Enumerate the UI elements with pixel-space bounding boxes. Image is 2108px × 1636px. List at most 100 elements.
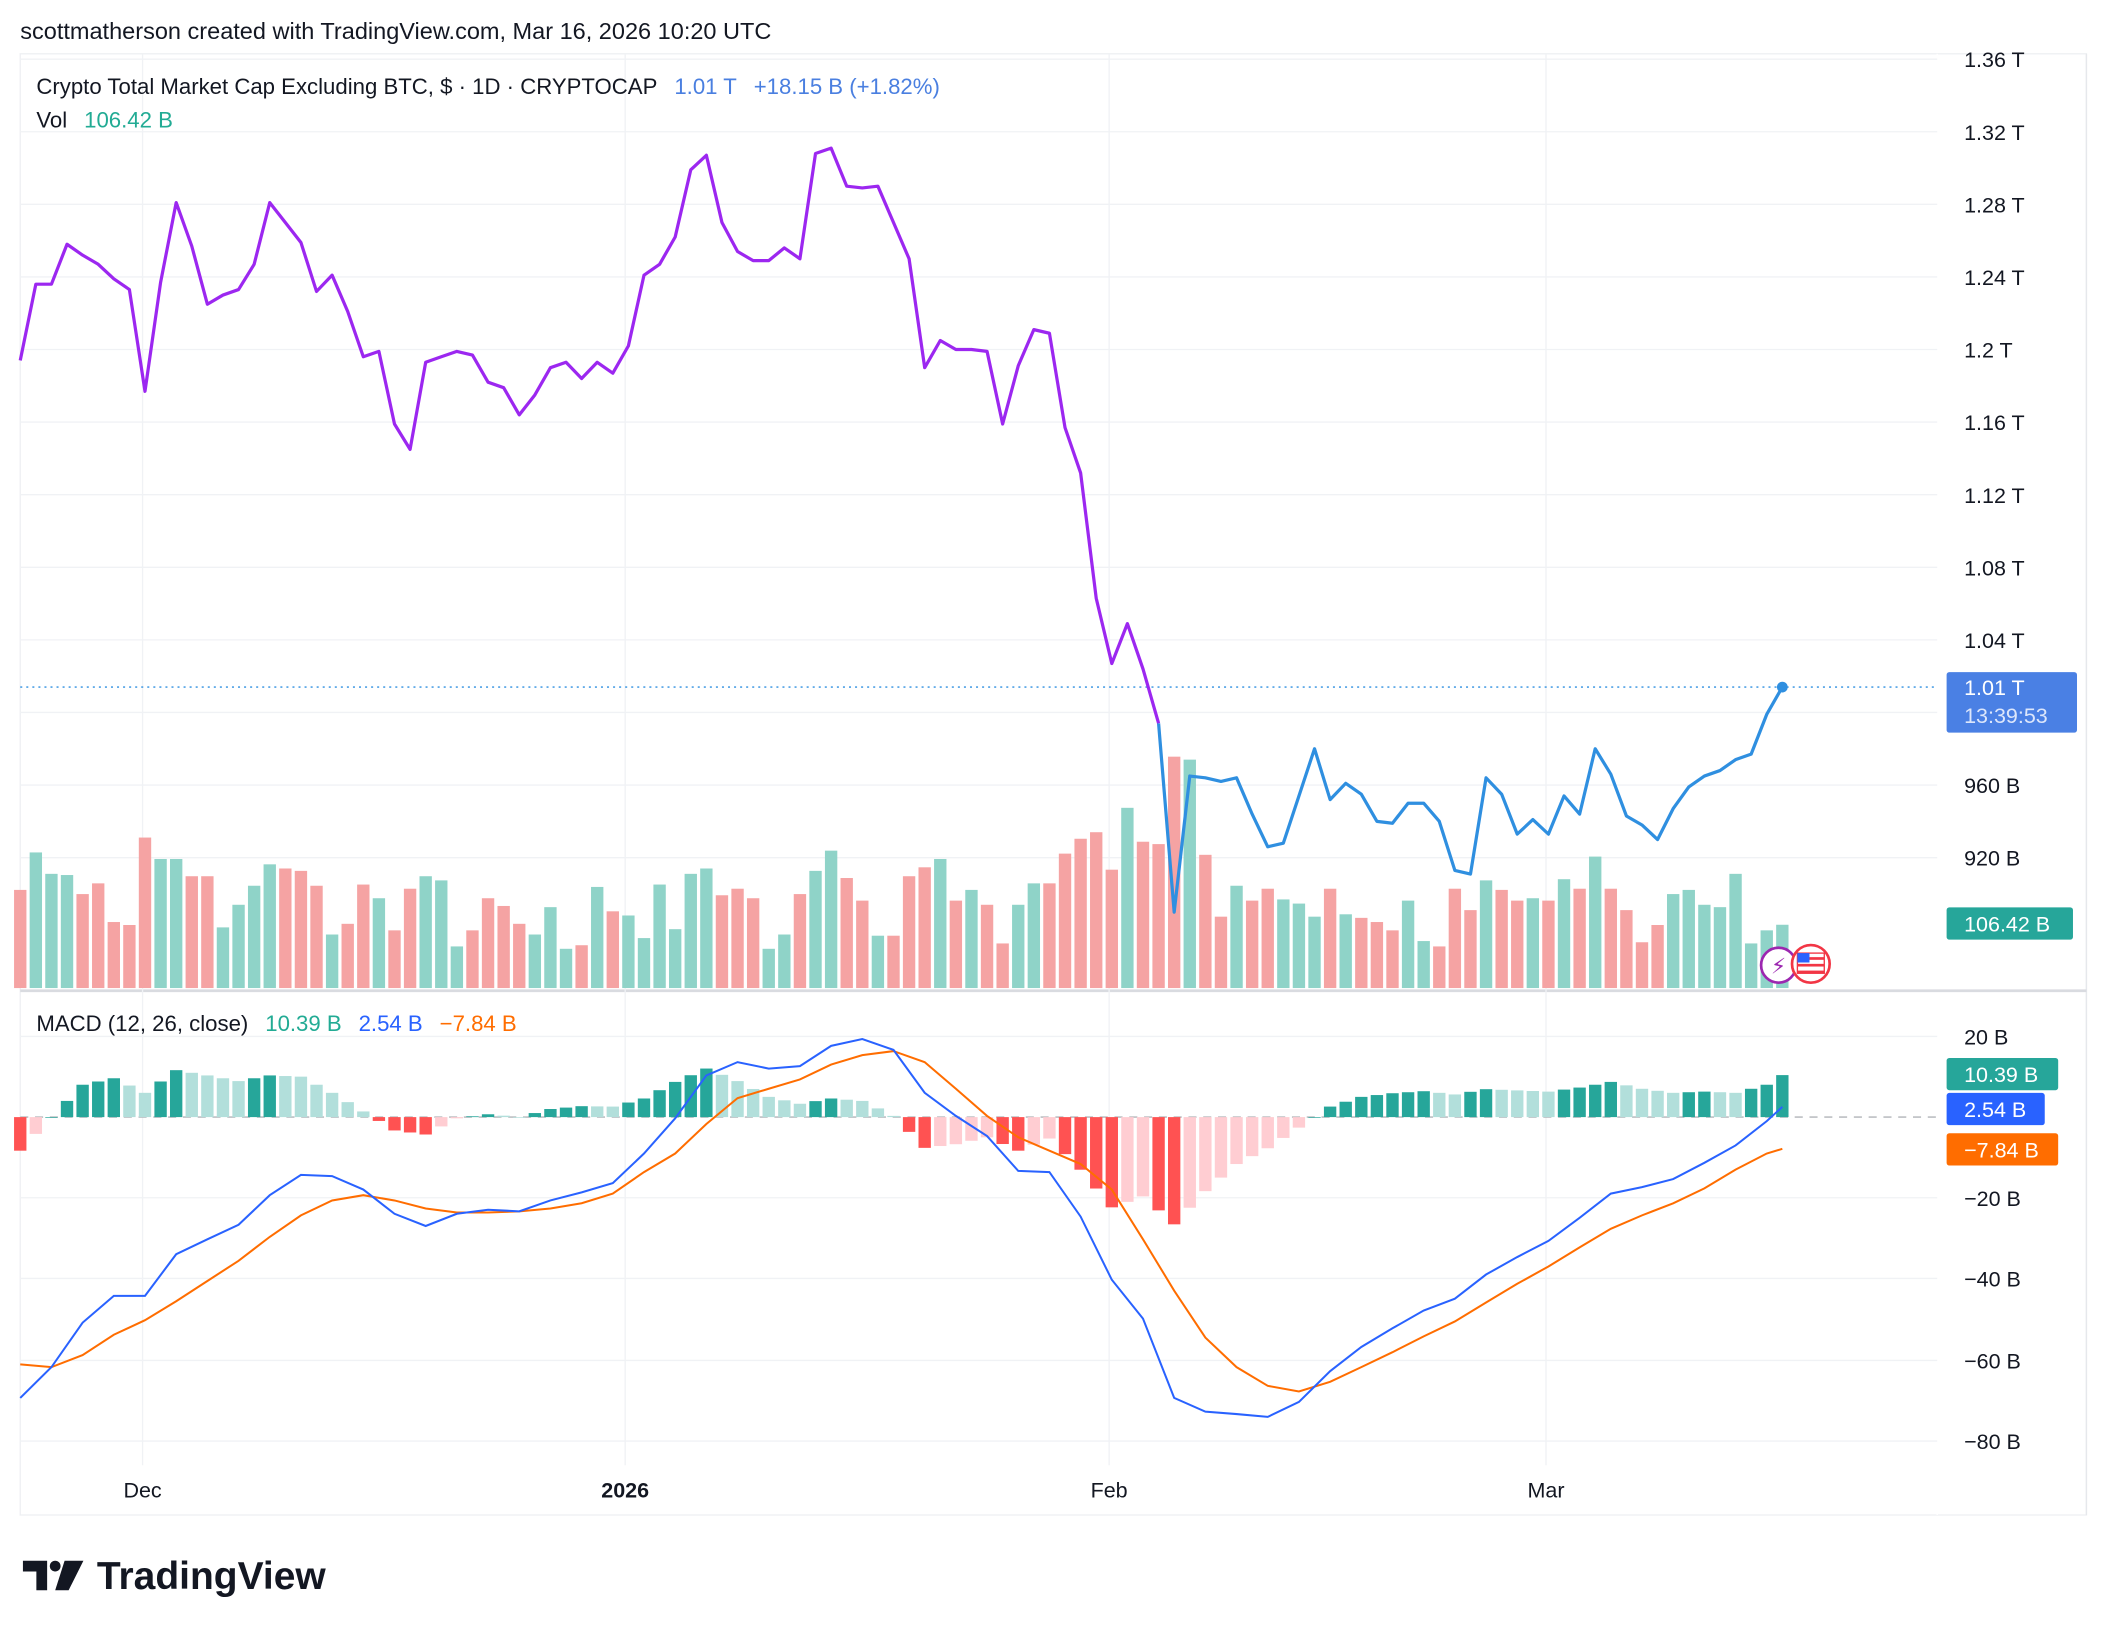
macd-histogram-bar [154, 1081, 167, 1118]
volume-bar [92, 883, 105, 989]
volume-bar [1121, 807, 1134, 989]
tradingview-logo[interactable]: TradingView [22, 1555, 327, 1598]
macd-histogram-bar [1105, 1117, 1118, 1208]
volume-bar [1526, 898, 1540, 989]
volume-bar [29, 852, 43, 989]
macd-histogram-bar [746, 1088, 760, 1118]
macd-histogram-bar [980, 1117, 994, 1138]
volume-bar [1214, 916, 1228, 989]
macd-histogram-bar [1183, 1117, 1196, 1208]
macd-histogram-bar [279, 1076, 292, 1118]
svg-text:2.54 B: 2.54 B [1964, 1098, 2026, 1122]
volume-badge: 106.42 B [1946, 907, 2073, 940]
macd-histogram-bar [1074, 1117, 1087, 1170]
volume-bar [14, 889, 27, 989]
volume-bar [668, 929, 682, 989]
macd-histogram-bar [45, 1117, 58, 1118]
volume-bar [622, 915, 635, 989]
volume-bar [263, 864, 276, 989]
volume-bar [856, 900, 869, 989]
macd-histogram-bar [1152, 1117, 1165, 1211]
volume-bar [60, 875, 74, 989]
macd-histogram-bar [591, 1106, 604, 1118]
volume-bar [419, 876, 432, 989]
macd-tick: 20 B [1964, 1026, 2008, 1050]
volume-bar [559, 948, 573, 989]
macd-tick: −40 B [1964, 1267, 2021, 1291]
price-tick: 960 B [1964, 774, 2020, 798]
volume-bar [1589, 856, 1602, 989]
volume-bar [1199, 854, 1212, 989]
macd-histogram-bar [107, 1078, 120, 1118]
volume-legend: Vol 106.42 B [36, 108, 173, 133]
price-tick: 1.16 T [1964, 411, 2025, 435]
volume-label: Vol [36, 108, 67, 133]
volume-bar [575, 945, 588, 989]
macd-histogram-bar [1401, 1092, 1415, 1118]
macd-histogram-bar [653, 1090, 666, 1118]
macd-legend: MACD (12, 26, close) 10.39 B 2.54 B −7.8… [36, 1011, 516, 1036]
volume-bar [1744, 943, 1758, 989]
price-series-line [18, 146, 1161, 724]
macd-histogram-bar [341, 1102, 354, 1118]
economic-event-flag-icon[interactable] [1790, 943, 1831, 985]
volume-bar [653, 884, 666, 989]
volume-bar [715, 895, 729, 989]
macd-histogram-bar [1121, 1117, 1134, 1202]
last-price-badge-value: 1.01 T [1964, 676, 2025, 700]
macd-hist-value: 10.39 B [265, 1011, 341, 1036]
macd-histogram-bar [14, 1117, 27, 1151]
macd-histogram-bar [357, 1111, 370, 1118]
volume-bar [232, 904, 245, 989]
volume-bar [918, 867, 931, 989]
macd-pane[interactable] [14, 1037, 1938, 1418]
volume-bar [1573, 888, 1586, 989]
legend-last-price: 1.01 T [674, 74, 737, 99]
volume-bar [216, 927, 230, 989]
price-tick: 1.32 T [1964, 121, 2025, 145]
macd-histogram-bar [1090, 1117, 1103, 1189]
macd-histogram-bar [1776, 1075, 1789, 1118]
volume-bar [731, 888, 744, 989]
macd-histogram-bar [1292, 1117, 1306, 1128]
volume-bar [793, 894, 807, 989]
volume-bar [809, 870, 822, 989]
volume-bar [762, 948, 775, 989]
volume-bar [1370, 922, 1384, 989]
macd-histogram-bar [856, 1100, 869, 1118]
volume-bar [325, 934, 339, 989]
volume-value: 106.42 B [84, 108, 173, 133]
logo-text: TradingView [97, 1555, 327, 1598]
time-tick: 2026 [601, 1479, 649, 1503]
macd-histogram-bar [1620, 1085, 1633, 1118]
time-axis[interactable]: Dec 2026 Feb Mar [123, 1479, 1564, 1503]
volume-bar [1511, 900, 1524, 989]
price-axis[interactable]: 1.36 T 1.32 T 1.28 T 1.24 T 1.2 T 1.16 T… [1964, 48, 2025, 871]
macd-histogram-bar [1682, 1092, 1695, 1118]
volume-bar [1401, 900, 1415, 989]
macd-histogram-bar [403, 1117, 417, 1133]
macd-histogram-bar [1214, 1117, 1228, 1178]
macd-histogram-bar [419, 1117, 432, 1135]
macd-histogram-bar [778, 1100, 791, 1118]
macd-line [19, 1037, 1784, 1418]
volume-bar [1635, 942, 1649, 989]
volume-bar [1448, 888, 1462, 989]
volume-bars [14, 756, 1789, 989]
macd-histogram-bar [1542, 1091, 1555, 1118]
macd-histogram-bar [1479, 1089, 1493, 1118]
volume-bar [1729, 873, 1742, 989]
macd-histogram-bar [1713, 1092, 1727, 1118]
macd-histogram-bar [1464, 1091, 1477, 1118]
volume-bar [824, 850, 838, 989]
macd-histogram-bar [497, 1115, 510, 1118]
price-line[interactable] [18, 146, 1938, 914]
macd-axis[interactable]: 20 B −20 B −40 B −60 B −80 B [1964, 1026, 2021, 1455]
macd-histogram-bar [1136, 1117, 1150, 1197]
macd-histogram-bar [1448, 1094, 1462, 1118]
volume-bar [357, 884, 370, 989]
volume-bar [123, 925, 136, 989]
macd-histogram-bar [1417, 1091, 1430, 1118]
volume-bar [1433, 946, 1446, 989]
